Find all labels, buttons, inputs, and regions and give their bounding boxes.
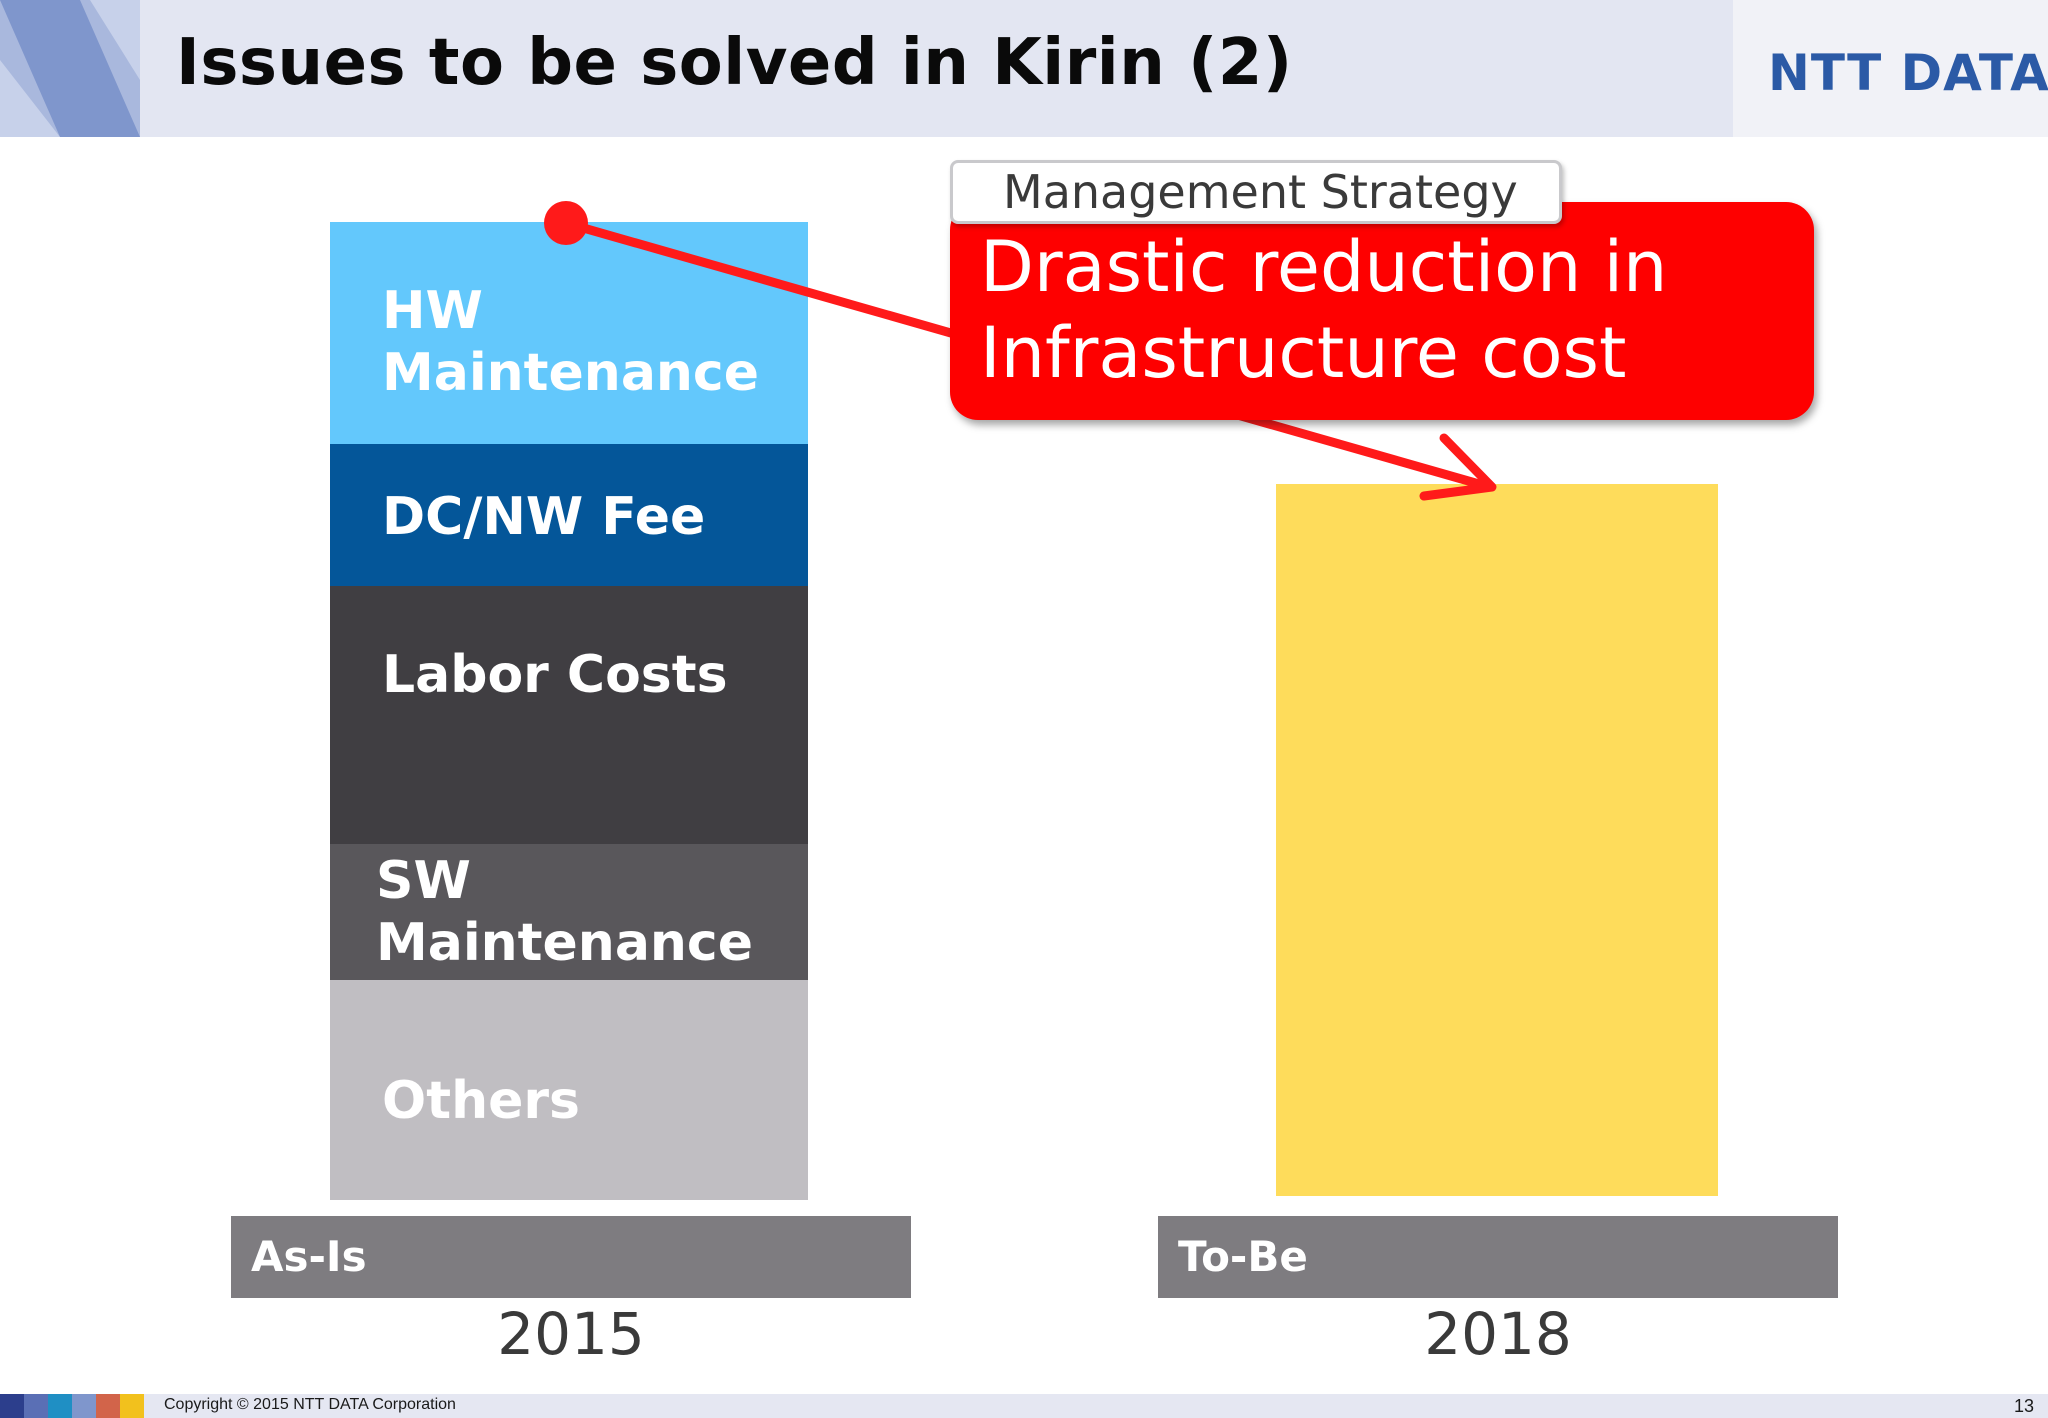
callout-box: Drastic reduction in Infrastructure cost xyxy=(950,202,1814,420)
segment-label: HW Maintenance xyxy=(382,281,760,403)
segment-others: Others xyxy=(330,980,808,1200)
page-title: Issues to be solved in Kirin (2) xyxy=(176,26,1293,100)
segment-label: Labor Costs xyxy=(382,645,728,705)
header-bar xyxy=(0,0,2048,137)
segment-hw-maintenance: HW Maintenance xyxy=(330,222,808,444)
page-number: 13 xyxy=(2013,1396,2034,1416)
as-is-label: As-Is xyxy=(231,1216,911,1298)
as-is-year: 2015 xyxy=(497,1300,645,1368)
footer-color-square xyxy=(72,1394,96,1418)
to-be-year: 2018 xyxy=(1424,1300,1572,1368)
footer-bar xyxy=(0,1394,2048,1418)
footer-color-square xyxy=(120,1394,144,1418)
brand-logo: NTT DATA xyxy=(1768,44,2048,102)
footer-color-square xyxy=(96,1394,120,1418)
segment-dc-nw-fee: DC/NW Fee xyxy=(330,444,808,586)
corner-decoration xyxy=(0,0,140,137)
footer-color-square xyxy=(0,1394,24,1418)
callout-line: Drastic reduction in Infrastructure cost xyxy=(980,226,1668,394)
logo-panel xyxy=(1733,0,2048,137)
segment-label: SW Maintenance xyxy=(376,851,754,973)
segment-label: Others xyxy=(382,1071,580,1131)
footer-color-square xyxy=(48,1394,72,1418)
segment-label: DC/NW Fee xyxy=(382,487,706,547)
segment-labor-costs: Labor Costs xyxy=(330,586,808,844)
to-be-bar xyxy=(1276,484,1718,1196)
strategy-tag: Management Strategy xyxy=(950,160,1562,224)
segment-sw-maintenance: SW Maintenance xyxy=(330,844,808,980)
to-be-label: To-Be xyxy=(1158,1216,1838,1298)
callout-text: Drastic reduction in Infrastructure cost xyxy=(980,224,1800,396)
copyright-text: Copyright © 2015 NTT DATA Corporation xyxy=(164,1396,456,1413)
footer-color-square xyxy=(24,1394,48,1418)
